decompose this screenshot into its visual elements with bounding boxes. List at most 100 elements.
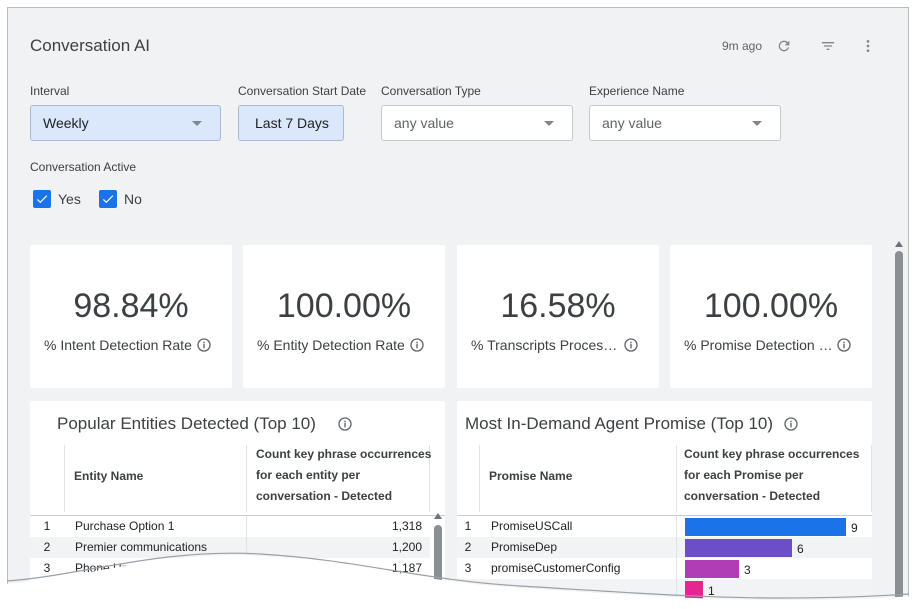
entity-name: Premier communications xyxy=(75,540,208,554)
info-icon[interactable] xyxy=(783,416,799,437)
header-line: conversation - Detected xyxy=(256,489,393,503)
experience-name-label: Experience Name xyxy=(589,84,685,98)
count-bar[interactable] xyxy=(685,581,703,599)
row-number: 1 xyxy=(464,519,472,533)
dashboard-frame: Conversation AI 9m ago Interval Weekly C… xyxy=(7,7,909,609)
table-row[interactable]: 2 Premier communications 1,200 xyxy=(30,537,430,558)
row-number: 1 xyxy=(43,519,51,533)
promise-name: PromiseDep xyxy=(491,540,558,554)
column-divider xyxy=(246,445,247,512)
interval-dropdown[interactable]: Weekly xyxy=(30,105,221,141)
checkbox-no[interactable]: No xyxy=(99,190,142,208)
scroll-up-icon[interactable] xyxy=(895,241,903,247)
table-row[interactable]: 2 PromiseDep 6 xyxy=(457,537,872,558)
conversation-type-value: any value xyxy=(394,115,454,131)
more-vert-icon[interactable] xyxy=(858,36,878,56)
promise-name: PromiseUSCall xyxy=(491,519,573,533)
entity-name: Purchase Option 1 xyxy=(75,519,175,533)
scrollbar-thumb[interactable] xyxy=(895,251,903,609)
info-icon[interactable] xyxy=(836,337,852,358)
kpi-label: % Entity Detection Rate xyxy=(257,337,405,353)
last-updated-label: 9m ago xyxy=(722,39,763,53)
dashboard-title: Conversation AI xyxy=(30,36,151,55)
kpi-tile-promise: 100.00% % Promise Detection Rate xyxy=(670,245,872,388)
chevron-down-icon xyxy=(192,121,202,126)
kpi-value: 100.00% xyxy=(276,287,412,325)
count-bar-label: 3 xyxy=(744,563,751,577)
cell-divider xyxy=(676,558,677,579)
scroll-up-icon[interactable] xyxy=(434,513,442,519)
header-line: for each entity per xyxy=(256,468,361,482)
kpi-label: % Promise Detection Rate xyxy=(684,337,834,353)
checkbox-yes[interactable]: Yes xyxy=(33,190,81,208)
count-bar-label: 9 xyxy=(851,521,858,535)
start-date-value: Last 7 Days xyxy=(255,115,329,131)
kpi-tile-intent: 98.84% % Intent Detection Rate xyxy=(30,245,232,388)
checkbox-checked-icon xyxy=(33,190,51,208)
kpi-tile-entity: 100.00% % Entity Detection Rate xyxy=(243,245,445,388)
column-header-entity-name[interactable]: Entity Name xyxy=(74,469,144,483)
column-divider xyxy=(479,445,480,512)
row-number: 3 xyxy=(464,561,472,575)
kpi-value: 98.84% xyxy=(73,287,189,325)
row-number: 2 xyxy=(464,540,472,554)
header-line: Count key phrase occurrences xyxy=(684,447,860,461)
experience-name-dropdown[interactable]: any value xyxy=(589,105,781,141)
start-date-button[interactable]: Last 7 Days xyxy=(238,105,344,141)
conversation-type-dropdown[interactable]: any value xyxy=(381,105,573,141)
table-row[interactable]: 1 Purchase Option 1 1,318 xyxy=(30,516,430,537)
kpi-label: % Intent Detection Rate xyxy=(44,337,192,353)
column-divider xyxy=(64,445,65,512)
torn-edge-decoration xyxy=(0,552,915,609)
header-line: Count key phrase occurrences xyxy=(256,447,432,461)
row-number: 2 xyxy=(43,540,51,554)
chevron-down-icon xyxy=(752,121,762,126)
panel-title: Most In-Demand Agent Promise (Top 10) xyxy=(465,414,774,433)
column-header-count[interactable]: Count key phrase occurrences for each en… xyxy=(256,444,431,507)
count-bar-label: 6 xyxy=(797,542,804,556)
column-divider xyxy=(676,445,677,512)
entity-count: 1,200 xyxy=(391,540,422,554)
info-icon[interactable] xyxy=(409,337,425,358)
table-row[interactable]: 3 promiseCustomerConfig 3 xyxy=(457,558,872,579)
column-header-count[interactable]: Count key phrase occurrences for each Pr… xyxy=(684,444,859,507)
count-bar-label: 1 xyxy=(708,584,715,598)
promise-name: promiseCustomerConfig xyxy=(491,561,621,575)
info-icon[interactable] xyxy=(623,337,639,358)
refresh-icon[interactable] xyxy=(774,36,794,56)
interval-label: Interval xyxy=(30,84,70,98)
cell-divider xyxy=(676,579,677,600)
chevron-down-icon xyxy=(544,121,554,126)
promise-panel: Most In-Demand Agent Promise (Top 10) Pr… xyxy=(457,401,872,609)
count-bar[interactable] xyxy=(685,560,739,578)
count-bar[interactable] xyxy=(685,539,792,557)
cell-divider xyxy=(246,537,247,558)
column-header-promise-name[interactable]: Promise Name xyxy=(489,469,573,483)
checkbox-yes-label: Yes xyxy=(58,191,81,207)
info-icon[interactable] xyxy=(337,416,353,437)
conversation-active-label: Conversation Active xyxy=(30,160,137,174)
header-line: for each Promise per xyxy=(684,468,804,482)
column-divider xyxy=(871,445,872,512)
experience-name-value: any value xyxy=(602,115,662,131)
table-scrollbar[interactable] xyxy=(433,513,443,585)
conversation-type-label: Conversation Type xyxy=(381,84,481,98)
kpi-label: % Transcripts Processed xyxy=(471,337,619,353)
cell-divider xyxy=(676,516,677,537)
row-number: 3 xyxy=(43,561,51,575)
header-divider xyxy=(457,515,872,516)
scrollbar-thumb[interactable] xyxy=(434,525,442,585)
panel-title: Popular Entities Detected (Top 10) xyxy=(57,414,316,433)
header-line: conversation - Detected xyxy=(684,489,821,503)
checkbox-checked-icon xyxy=(99,190,117,208)
table-row[interactable]: 1 PromiseUSCall 9 xyxy=(457,516,872,537)
header-divider xyxy=(30,515,445,516)
info-icon[interactable] xyxy=(196,337,212,358)
kpi-value: 16.58% xyxy=(500,287,616,325)
page-scrollbar[interactable] xyxy=(895,241,903,609)
cell-divider xyxy=(246,516,247,537)
interval-value: Weekly xyxy=(43,115,89,131)
cell-divider xyxy=(676,537,677,558)
filter-icon[interactable] xyxy=(818,36,838,56)
count-bar[interactable] xyxy=(685,518,846,536)
